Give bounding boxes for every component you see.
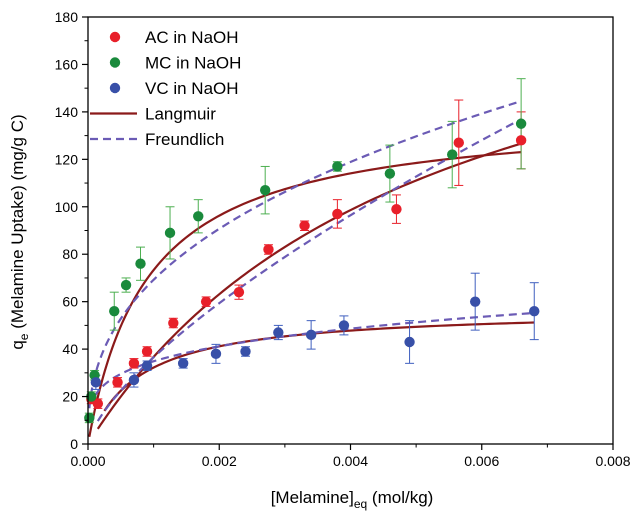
mc-data-point xyxy=(447,149,458,160)
y-tick-label: 120 xyxy=(55,151,79,167)
vc-data-point xyxy=(128,374,140,386)
x-axis-title-main: [Melamine] xyxy=(271,488,354,507)
y-axis-title-sub: e xyxy=(17,333,31,340)
x-tick-label: 0.008 xyxy=(595,453,630,469)
x-tick-label: 0.006 xyxy=(464,453,499,469)
vc-data-point xyxy=(273,327,284,338)
mc-data-point xyxy=(109,305,120,317)
ac-data-point xyxy=(200,296,212,307)
y-tick-label: 60 xyxy=(62,294,78,310)
mc-data-point xyxy=(332,161,343,172)
vc-data-point xyxy=(469,296,481,307)
y-tick-label: 180 xyxy=(55,9,79,25)
legend-label-mc: MC in NaOH xyxy=(145,54,241,73)
ac-data-point xyxy=(168,317,179,329)
vc-data-point xyxy=(240,346,251,357)
vc-data-point xyxy=(90,377,102,388)
ac-data-point xyxy=(299,220,310,231)
x-tick-label: 0.004 xyxy=(333,453,368,469)
y-tick-label: 140 xyxy=(55,104,79,120)
legend: AC in NaOH MC in NaOH VC in NaOH Langmuir Fr… xyxy=(90,28,241,149)
mc-data-point xyxy=(193,211,204,222)
vc-data-point xyxy=(210,348,222,360)
ac-data-point xyxy=(263,244,274,255)
tick-labels: 0.000 0.002 0.004 0.006 0.008 0 20 40 60 80 100 120… xyxy=(55,9,631,469)
x-tick-label: 0.002 xyxy=(202,453,237,469)
vc-data-point xyxy=(177,358,189,369)
legend-marker-vc xyxy=(109,82,121,94)
vc-data-point xyxy=(529,305,540,317)
legend-label-freundlich: Freundlich xyxy=(145,130,224,149)
y-tick-label: 160 xyxy=(55,56,79,72)
ac-data-point xyxy=(453,137,464,148)
vc-data-point xyxy=(141,360,153,371)
x-axis-title-sub: eq xyxy=(354,497,367,511)
y-axis-title-rest: (Melamine Uptake) (mg/g C) xyxy=(8,114,27,333)
langmuir-fit-curve xyxy=(96,142,522,430)
freundlich-fit-curve xyxy=(96,118,522,422)
legend-label-vc: VC in NaOH xyxy=(145,79,239,98)
mc-data-point xyxy=(135,258,146,269)
ac-data-point xyxy=(515,135,527,146)
ac-data-point xyxy=(233,286,245,298)
ac-data-point xyxy=(112,377,123,388)
mc-data-point xyxy=(384,168,396,179)
freundlich-fit-curve xyxy=(93,311,535,397)
langmuir-fit-curve xyxy=(103,321,535,412)
legend-label-ac: AC in NaOH xyxy=(145,28,239,47)
vc-data-point xyxy=(305,329,317,341)
y-axis-title-main: q xyxy=(8,340,27,349)
axes xyxy=(82,16,614,450)
ac-data-point xyxy=(141,346,153,357)
fit-curves xyxy=(88,100,535,438)
y-tick-label: 100 xyxy=(55,199,79,215)
vc-data-point xyxy=(404,336,415,348)
mc-data-point xyxy=(120,279,132,291)
y-tick-label: 20 xyxy=(62,389,78,405)
y-axis-title: qe (Melamine Uptake) (mg/g C) xyxy=(8,114,31,349)
y-tick-label: 40 xyxy=(62,341,78,357)
legend-label-langmuir: Langmuir xyxy=(145,105,216,124)
mc-data-point xyxy=(259,184,271,196)
legend-marker-mc xyxy=(109,57,121,68)
mc-data-point xyxy=(164,227,176,239)
ac-data-point xyxy=(391,203,402,215)
ac-data-point xyxy=(128,358,140,369)
ac-data-point xyxy=(92,398,104,409)
mc-data-point xyxy=(86,391,97,402)
x-axis-title: [Melamine]eq (mol/kg) xyxy=(271,488,434,511)
vc-data-point xyxy=(338,320,350,331)
mc-data-point xyxy=(84,412,95,424)
y-tick-label: 80 xyxy=(62,246,78,262)
x-axis-title-rest: (mol/kg) xyxy=(367,488,433,507)
ac-data-point xyxy=(332,208,343,220)
x-tick-label: 0.000 xyxy=(70,453,105,469)
y-tick-label: 0 xyxy=(70,436,78,452)
legend-marker-ac xyxy=(109,31,121,43)
langmuir-fit-curve xyxy=(88,151,522,438)
mc-data-point xyxy=(515,118,527,129)
